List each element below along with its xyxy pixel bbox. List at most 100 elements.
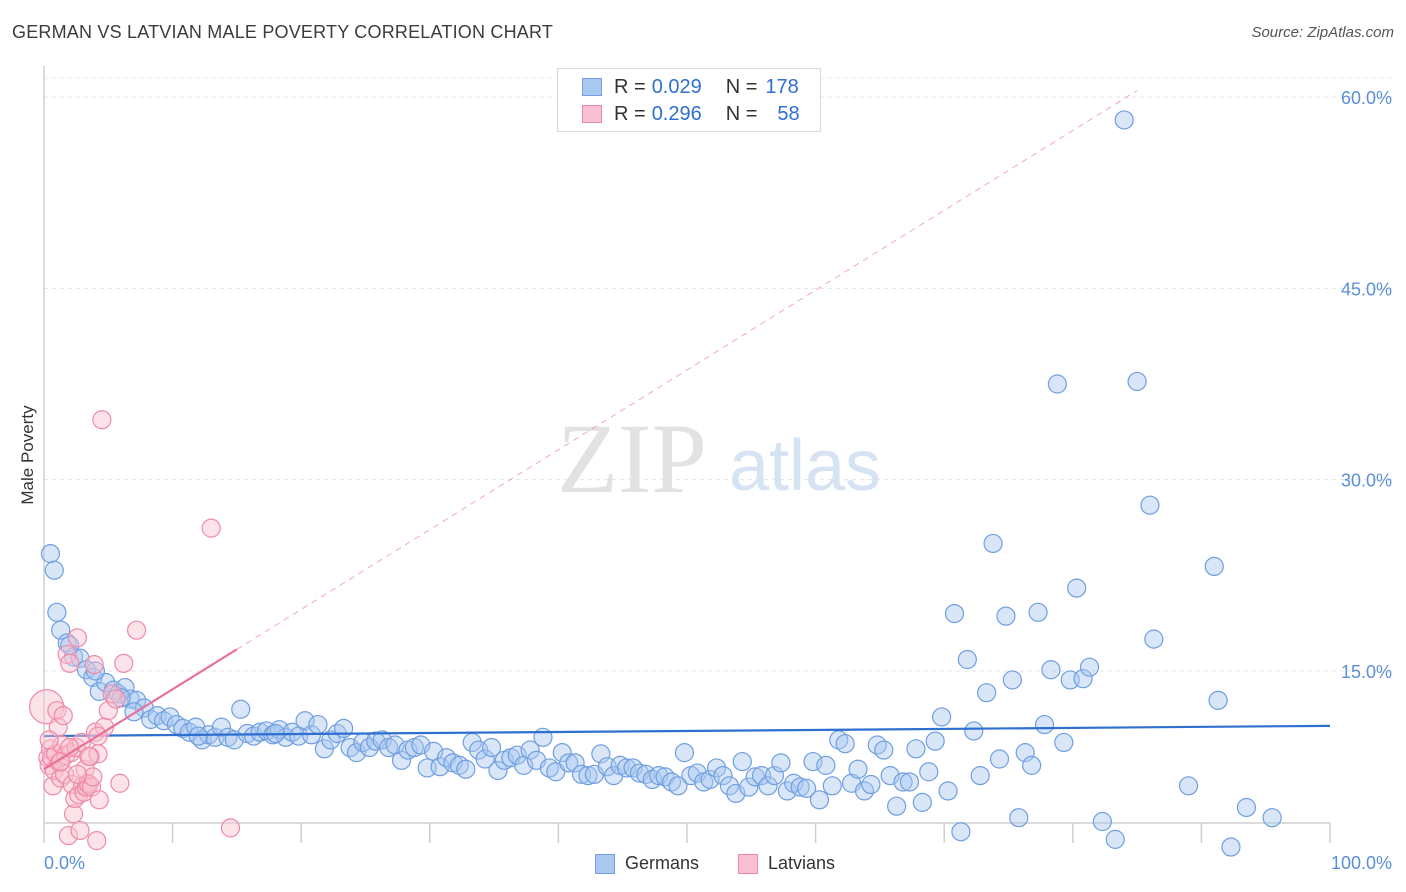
point-germans <box>231 699 251 719</box>
point-germans <box>912 792 932 812</box>
point-germans <box>861 774 881 795</box>
point-latvians <box>43 776 63 796</box>
point-latvians <box>53 706 73 726</box>
point-germans <box>809 790 830 810</box>
point-germans <box>559 753 579 773</box>
x-tick-label: 100.0% <box>1331 853 1392 873</box>
point-latvians <box>84 655 104 675</box>
point-germans <box>1022 755 1042 775</box>
legend-swatch-latvians <box>738 853 758 874</box>
point-germans <box>507 745 527 765</box>
point-germans <box>57 633 77 653</box>
point-germans <box>1144 629 1164 649</box>
source-label: Source: ZipAtlas.com <box>1251 24 1394 41</box>
legend-label-latvians: Latvians <box>768 853 836 873</box>
point-latvians <box>60 653 80 673</box>
point-germans <box>989 749 1010 769</box>
tick-labels: 15.0% 30.0% 45.0% 60.0% 0.0% 100.0% <box>44 88 1392 873</box>
point-latvians <box>70 820 90 841</box>
point-germans <box>938 781 958 801</box>
point-germans <box>456 759 476 779</box>
point-germans <box>887 796 907 816</box>
point-germans <box>957 649 977 670</box>
x-tick-label: 0.0% <box>44 853 85 873</box>
point-germans <box>126 690 147 710</box>
point-germans <box>1140 495 1160 515</box>
point-germans <box>803 751 823 772</box>
point-germans <box>552 743 572 763</box>
point-germans <box>719 776 740 796</box>
legend-swatch-germans <box>582 78 602 96</box>
legend-r-label: R = <box>614 75 646 98</box>
point-germans <box>739 777 759 797</box>
legend-item-germans: Germans <box>595 853 699 874</box>
point-germans <box>835 734 855 754</box>
series-legend: Germans Latvians <box>0 850 1406 878</box>
point-latvians <box>102 684 122 704</box>
legend-n-value: 58 <box>777 102 800 125</box>
point-latvians <box>47 700 67 721</box>
point-germans <box>668 776 688 796</box>
legend-row-germans: R = 0.029 N = 178 <box>582 75 799 99</box>
point-latvians <box>126 620 147 640</box>
point-germans <box>1092 811 1112 832</box>
point-latvians <box>110 773 130 793</box>
point-germans <box>816 755 836 775</box>
point-latvians <box>67 628 88 648</box>
point-germans <box>70 648 90 668</box>
point-germans <box>970 765 990 786</box>
point-germans <box>771 753 791 773</box>
point-germans <box>1002 670 1022 690</box>
point-latvians <box>220 818 241 838</box>
point-germans <box>983 533 1003 554</box>
trend-line-germans <box>43 724 1331 738</box>
point-germans <box>790 777 810 797</box>
y-tick-label: 60.0% <box>1341 88 1392 108</box>
point-germans <box>732 751 752 772</box>
point-germans <box>1127 371 1147 392</box>
point-germans <box>906 739 926 759</box>
point-germans <box>1236 797 1257 818</box>
point-germans <box>1221 837 1241 857</box>
legend-item-latvians: Latvians <box>738 853 835 874</box>
legend-swatch-germans <box>595 853 615 874</box>
point-germans <box>713 765 733 786</box>
point-germans <box>47 602 67 622</box>
legend-swatch-latvians <box>582 105 602 123</box>
point-germans <box>919 762 939 782</box>
point-germans <box>346 743 367 763</box>
point-germans <box>674 743 695 763</box>
point-germans <box>488 760 508 781</box>
trend-lines <box>236 90 1138 650</box>
watermark: ZIP atlas <box>557 403 881 514</box>
point-latvians <box>201 518 221 538</box>
point-germans <box>1009 808 1029 828</box>
point-germans <box>1067 578 1087 598</box>
point-germans <box>1073 669 1093 689</box>
point-germans <box>796 778 817 798</box>
point-germans <box>932 707 952 727</box>
data-points <box>28 110 1331 857</box>
point-latvians <box>79 746 99 767</box>
point-germans <box>874 740 894 760</box>
point-germans <box>188 726 208 746</box>
point-germans <box>1105 829 1125 849</box>
point-germans <box>578 765 598 786</box>
watermark-atlas: atlas <box>729 426 881 506</box>
watermark-zip: ZIP <box>557 403 707 514</box>
point-germans <box>44 560 64 580</box>
point-germans <box>1047 374 1067 394</box>
point-germans <box>758 776 778 796</box>
point-latvians <box>114 653 134 673</box>
stats-legend: R = 0.029 N = 178 R = 0.296 N = 58 <box>557 68 821 132</box>
point-germans <box>944 603 965 624</box>
point-germans <box>964 721 984 741</box>
axes <box>43 66 1331 843</box>
legend-r-value: 0.029 <box>651 75 702 98</box>
point-germans <box>1178 776 1199 796</box>
point-germans <box>1114 110 1134 130</box>
point-germans <box>211 717 232 737</box>
point-germans <box>951 822 971 842</box>
point-germans <box>85 661 106 681</box>
point-germans <box>475 749 495 769</box>
